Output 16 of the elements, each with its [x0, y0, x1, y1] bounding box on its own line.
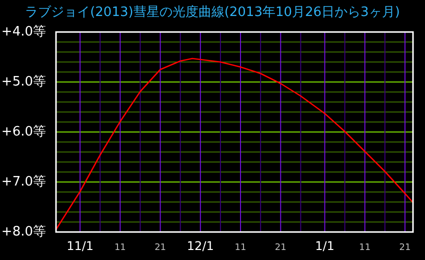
x-tick-label: 11/1 — [66, 239, 94, 253]
y-tick-label: +8.0等 — [1, 224, 46, 240]
x-tick-label: 1/1 — [315, 239, 334, 253]
x-tick-label: 11 — [234, 243, 246, 253]
line-series — [55, 58, 414, 230]
chart-title: ラブジョイ(2013)彗星の光度曲線(2013年10月26日から3ヶ月) — [25, 4, 400, 20]
y-tick-label: +4.0等 — [1, 24, 46, 40]
x-tick-label: 12/1 — [186, 239, 214, 253]
x-tick-label: 11 — [359, 243, 371, 253]
x-tick-label: 11 — [114, 243, 126, 253]
x-tick-label: 21 — [154, 243, 166, 253]
x-tick-label: 21 — [399, 243, 411, 253]
x-tick-label: 21 — [274, 243, 286, 253]
y-tick-label: +6.0等 — [1, 124, 46, 140]
y-tick-label: +5.0等 — [1, 74, 46, 90]
y-tick-label: +7.0等 — [1, 174, 46, 190]
